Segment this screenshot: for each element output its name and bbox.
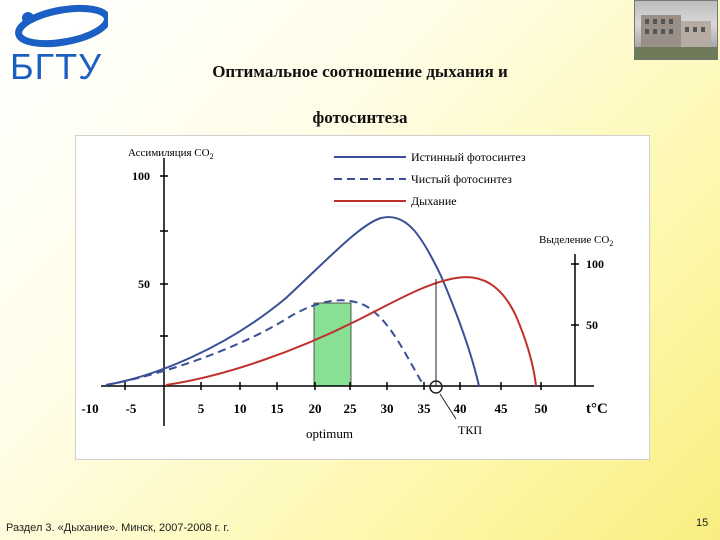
x-tick-label: 25 (344, 401, 358, 416)
x-tick-label: 50 (535, 401, 548, 416)
true-photosynthesis-curve (105, 216, 480, 387)
left-tick-label: 50 (138, 277, 150, 291)
logo-text: БГТУ (10, 46, 102, 87)
photosynthesis-diagram: Истинный фотосинтез Чистый фотосинтез Ды… (81, 147, 613, 441)
footer-text: Раздел 3. «Дыхание». Минск, 2007-2008 г.… (6, 522, 230, 534)
x-tick-label: 45 (495, 401, 509, 416)
x-tick-label: 40 (454, 401, 467, 416)
left-tick-label: 100 (132, 169, 150, 183)
x-tick-label: -10 (81, 401, 98, 416)
x-tick-label: 5 (198, 401, 205, 416)
title-line-2: фотосинтеза (312, 108, 408, 127)
page-number: 15 (696, 517, 709, 529)
optimum-label: optimum (306, 426, 353, 441)
x-tick-label: 15 (271, 401, 285, 416)
optimum-band (313, 302, 352, 387)
x-tick-label: 30 (381, 401, 394, 416)
bgtu-logo-swoosh-icon (15, 4, 108, 48)
net-photosynthesis-curve (105, 299, 425, 387)
tkp-label: ТКП (458, 423, 482, 437)
right-tick-label: 50 (586, 318, 598, 332)
building-photo (634, 0, 718, 60)
x-tick-label: -5 (126, 401, 137, 416)
x-tick-label: 35 (418, 401, 432, 416)
legend-label-net: Чистый фотосинтез (411, 172, 512, 186)
x-unit-label: t°C (586, 401, 608, 417)
diagram-panel: Истинный фотосинтез Чистый фотосинтез Ды… (75, 135, 650, 460)
x-tick-label: 20 (309, 401, 322, 416)
tkp-marker (429, 380, 443, 394)
legend-label-true: Истинный фотосинтез (411, 150, 526, 164)
right-tick-label: 100 (586, 257, 604, 271)
right-axis-label: Выделение CO2 (539, 234, 613, 248)
tkp-pointer (439, 393, 457, 420)
respiration-curve (165, 276, 537, 387)
legend-label-resp: Дыхание (411, 194, 457, 208)
x-tick-label: 10 (234, 401, 247, 416)
left-axis-label: Ассимиляция CO2 (128, 147, 214, 161)
title-line-1: Оптимальное соотношение дыхания и (212, 62, 508, 81)
